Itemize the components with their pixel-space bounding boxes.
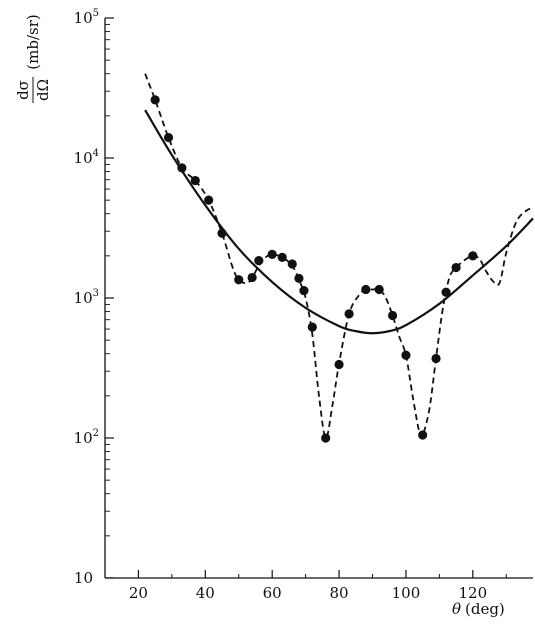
plot-frame: [104, 18, 533, 579]
y-tick-label: 105: [74, 8, 99, 27]
x-tick-label: 40: [196, 584, 215, 602]
x-tick-label: 60: [263, 584, 282, 602]
data-point: [321, 433, 331, 443]
x-tick-label: 120: [458, 584, 487, 602]
y-tick-label: 104: [74, 148, 99, 167]
x-label-symbol: θ: [452, 600, 461, 618]
data-point: [277, 252, 287, 262]
y-label-unit: (mb/sr): [24, 14, 42, 69]
data-point: [287, 259, 297, 269]
data-point: [468, 251, 478, 261]
data-point: [150, 95, 160, 105]
data-point: [307, 322, 317, 332]
y-tick-label: 102: [74, 428, 99, 447]
x-label-unit: (deg): [465, 600, 505, 618]
x-axis-label: θ (deg): [452, 600, 505, 618]
x-ticks: 20 40 60 80 100 120: [129, 570, 507, 602]
fit-curve-dashed: [144, 73, 534, 439]
data-point: [387, 310, 398, 321]
y-label-numerator: dσ: [14, 80, 32, 100]
data-point: [163, 132, 174, 143]
x-tick-label: 20: [129, 584, 148, 602]
series-layer: [144, 73, 534, 443]
y-label-denominator: dΩ: [34, 79, 52, 101]
y-ticks: 10 102 103 104 105: [74, 8, 114, 587]
y-axis-label: dσ dΩ (mb/sr): [14, 14, 52, 103]
y-tick-label: 10: [74, 569, 93, 587]
y-tick-label: 103: [74, 288, 99, 307]
data-point: [267, 249, 277, 259]
fit-curve-solid: [144, 109, 534, 335]
x-tick-label: 80: [330, 584, 349, 602]
x-tick-label: 100: [392, 584, 421, 602]
